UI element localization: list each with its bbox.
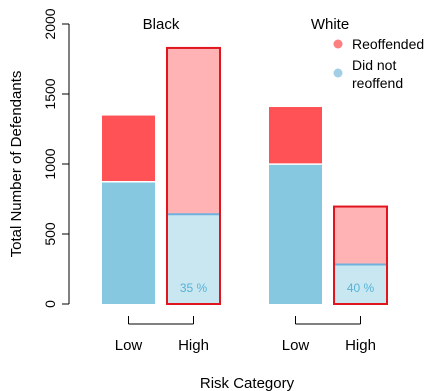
bar-not-reoffended	[167, 214, 220, 304]
bar-highlight-border	[166, 46, 221, 305]
bar-not-reoffended	[269, 164, 322, 304]
y-axis-label: Total Number of Defendants	[8, 71, 25, 258]
y-tick-label: 500	[42, 222, 58, 246]
bar-percent-label: 35 %	[180, 281, 208, 295]
x-tick-label: High	[178, 337, 209, 354]
legend-marker-reoffended	[333, 39, 343, 49]
plot-area: Black 35 % White 40 %	[102, 16, 388, 305]
x-axis: Low High Low High	[115, 316, 376, 354]
legend: Reoffended Did not reoffend	[333, 36, 424, 91]
bar-reoffended	[102, 115, 155, 182]
x-tick-label: Low	[282, 337, 310, 354]
group-label: White	[311, 16, 349, 33]
y-tick-label: 1500	[42, 78, 58, 109]
y-tick-label: 1000	[42, 148, 58, 179]
y-tick-label: 2000	[42, 8, 58, 39]
legend-label-not-reoffended: Did not	[352, 57, 396, 73]
legend-marker-not-reoffended	[333, 68, 343, 78]
bar-reoffended	[334, 206, 387, 265]
x-tick-label: High	[345, 337, 376, 354]
bar-not-reoffended	[102, 181, 155, 304]
y-tick-label: 0	[42, 300, 58, 308]
bar-reoffended	[269, 107, 322, 165]
bar-highlight-border	[333, 205, 388, 305]
bar-not-reoffended	[334, 264, 387, 304]
x-tick-label: Low	[115, 337, 143, 354]
bar-reoffended	[167, 47, 220, 215]
legend-label-reoffended: Reoffended	[352, 36, 424, 52]
x-axis-label: Risk Category	[200, 375, 295, 391]
bar-percent-label: 40 %	[347, 281, 375, 295]
legend-label-not-reoffended: reoffend	[352, 75, 403, 91]
group-label: Black	[143, 16, 180, 33]
y-axis-ticks: 0 500 1000 1500 2000	[42, 8, 69, 308]
